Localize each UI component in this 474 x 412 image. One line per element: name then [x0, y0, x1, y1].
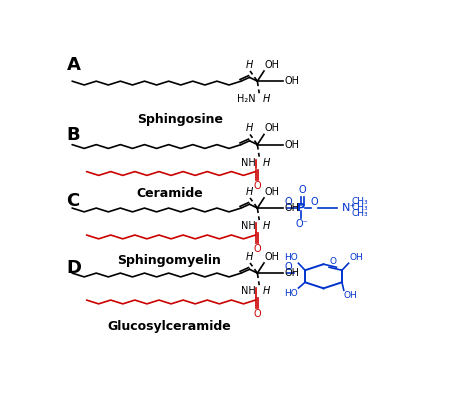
Text: HO: HO	[284, 253, 298, 262]
Text: B: B	[66, 126, 80, 143]
Text: O: O	[310, 197, 318, 207]
Text: H: H	[246, 123, 253, 133]
Text: O: O	[253, 181, 261, 191]
Text: NH: NH	[241, 158, 255, 168]
Text: OH: OH	[344, 291, 357, 300]
Text: CH₃: CH₃	[351, 203, 368, 212]
Text: OH: OH	[265, 123, 280, 133]
Text: A: A	[66, 56, 81, 74]
Text: N⁺: N⁺	[342, 203, 356, 213]
Text: C: C	[66, 192, 80, 210]
Text: O⁻: O⁻	[295, 220, 308, 229]
Text: O: O	[253, 309, 261, 319]
Text: H: H	[263, 158, 270, 168]
Text: O: O	[253, 244, 261, 254]
Text: OH: OH	[265, 60, 280, 70]
Text: Ceramide: Ceramide	[136, 187, 203, 201]
Text: H: H	[263, 94, 270, 104]
Text: Sphingosine: Sphingosine	[137, 113, 223, 126]
Text: OH: OH	[285, 268, 300, 278]
Text: O: O	[329, 257, 336, 266]
Text: CH₃: CH₃	[351, 208, 368, 218]
Text: Glucosylceramide: Glucosylceramide	[108, 320, 231, 333]
Text: H₂N: H₂N	[237, 94, 255, 104]
Text: OH: OH	[265, 187, 280, 197]
Text: O: O	[285, 262, 292, 272]
Text: OH: OH	[285, 140, 300, 150]
Text: Sphingomyelin: Sphingomyelin	[118, 254, 221, 267]
Text: OH: OH	[285, 203, 300, 213]
Text: OH: OH	[349, 253, 363, 262]
Text: P: P	[297, 203, 306, 213]
Text: OH: OH	[265, 252, 280, 262]
Text: OH: OH	[285, 76, 300, 86]
Text: H: H	[246, 187, 253, 197]
Text: O: O	[299, 185, 306, 195]
Text: H: H	[246, 252, 253, 262]
Text: H: H	[246, 60, 253, 70]
Text: H: H	[263, 286, 270, 296]
Text: H: H	[263, 221, 270, 231]
Text: O: O	[285, 197, 292, 207]
Text: NH: NH	[241, 221, 255, 231]
Text: HO: HO	[284, 289, 298, 297]
Text: NH: NH	[241, 286, 255, 296]
Text: D: D	[66, 259, 82, 277]
Text: CH₃: CH₃	[351, 197, 368, 206]
